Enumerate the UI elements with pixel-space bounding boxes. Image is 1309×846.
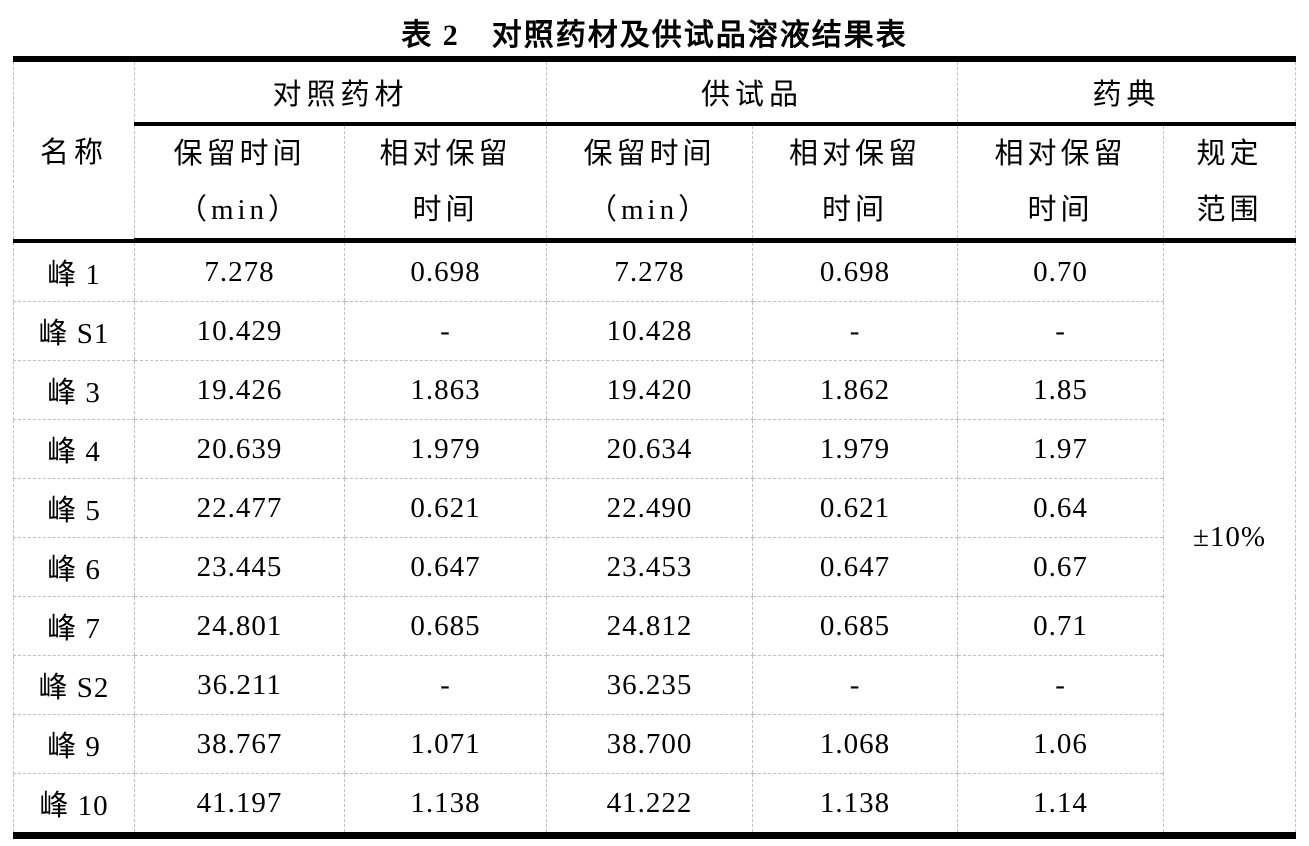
- test-relative-retention-time: -: [752, 301, 958, 361]
- header-line-1: 相对保留: [789, 138, 922, 170]
- ref-retention-time: 7.278: [134, 240, 345, 302]
- column-group-test-sample: 供试品: [546, 59, 958, 126]
- pharm-relative-retention-time: 0.64: [957, 478, 1164, 538]
- column-group-reference-material: 对照药材: [133, 59, 547, 126]
- test-retention-time: 41.222: [546, 773, 753, 836]
- ref-retention-time: 36.211: [134, 655, 345, 715]
- peak-name: 峰 5: [13, 478, 135, 538]
- peak-name: 峰 7: [13, 596, 135, 656]
- test-retention-time: 24.812: [546, 596, 753, 656]
- ref-retention-time: 41.197: [134, 773, 345, 836]
- column-header-pharm-relative-retention-time: 相对保留 时间: [957, 124, 1164, 243]
- ref-retention-time: 23.445: [134, 537, 345, 597]
- header-line-2: 范围: [1196, 194, 1263, 226]
- ref-retention-time: 38.767: [134, 714, 345, 774]
- pharm-relative-retention-time: 1.97: [957, 419, 1164, 479]
- table-caption: 表 2 对照药材及供试品溶液结果表: [401, 19, 908, 52]
- table-row: 峰 4 20.639 1.979 20.634 1.979 1.97: [13, 419, 1296, 479]
- header-line-1: 规定: [1196, 138, 1263, 170]
- test-retention-time: 19.420: [546, 360, 753, 420]
- peak-name: 峰 10: [13, 773, 135, 836]
- header-group-row: 名称 对照药材 供试品 药典: [13, 59, 1296, 243]
- ref-relative-retention-time: 1.138: [343, 773, 547, 836]
- table-row: 峰 5 22.477 0.621 22.490 0.621 0.64: [13, 478, 1296, 538]
- ref-relative-retention-time: 1.071: [343, 714, 547, 774]
- table-row: 峰 6 23.445 0.647 23.453 0.647 0.67: [13, 537, 1296, 597]
- column-header-test-retention-time: 保留时间 （min）: [546, 124, 753, 243]
- ref-relative-retention-time: 0.647: [343, 537, 547, 597]
- ref-retention-time: 24.801: [134, 596, 345, 656]
- table-row: 峰 9 38.767 1.071 38.700 1.068 1.06: [13, 714, 1296, 774]
- ref-relative-retention-time: 0.685: [343, 596, 547, 656]
- header-line-1: 相对保留: [994, 138, 1127, 170]
- peak-name: 峰 S1: [13, 301, 135, 361]
- table-row: 峰 7 24.801 0.685 24.812 0.685 0.71: [13, 596, 1296, 656]
- pharm-relative-retention-time: -: [957, 655, 1164, 715]
- table-row: 峰 3 19.426 1.863 19.420 1.862 1.85: [13, 360, 1296, 420]
- test-relative-retention-time: 1.979: [752, 419, 958, 479]
- test-relative-retention-time: 1.138: [752, 773, 958, 836]
- test-relative-retention-time: 0.698: [752, 240, 958, 302]
- test-retention-time: 36.235: [546, 655, 753, 715]
- header-line-1: 保留时间: [173, 138, 306, 170]
- column-group-pharmacopoeia: 药典: [957, 59, 1296, 126]
- ref-relative-retention-time: -: [343, 301, 547, 361]
- results-table: 名称 对照药材 供试品 药典 保留时间 （min） 相对保留 时间 保留时间 （…: [13, 56, 1297, 839]
- header-line-2: （min）: [587, 194, 712, 226]
- header-line-2: 时间: [1027, 194, 1094, 226]
- peak-name: 峰 S2: [13, 655, 135, 715]
- column-header-name: 名称: [13, 59, 135, 243]
- ref-retention-time: 19.426: [134, 360, 345, 420]
- test-relative-retention-time: 0.685: [752, 596, 958, 656]
- table-row: 峰 10 41.197 1.138 41.222 1.138 1.14: [13, 773, 1296, 836]
- ref-relative-retention-time: 1.979: [343, 419, 547, 479]
- ref-retention-time: 20.639: [134, 419, 345, 479]
- test-retention-time: 22.490: [546, 478, 753, 538]
- pharm-relative-retention-time: 1.85: [957, 360, 1164, 420]
- header-line-1: 保留时间: [583, 138, 716, 170]
- column-header-specified-range: 规定 范围: [1163, 124, 1296, 243]
- ref-relative-retention-time: 1.863: [343, 360, 547, 420]
- header-line-2: （min）: [177, 194, 302, 226]
- pharm-relative-retention-time: -: [957, 301, 1164, 361]
- header-sub-row: 保留时间 （min） 相对保留 时间 保留时间 （min） 相对保留 时间 相对…: [14, 124, 1296, 243]
- column-header-ref-retention-time: 保留时间 （min）: [134, 124, 345, 243]
- peak-name: 峰 9: [13, 714, 135, 774]
- test-retention-time: 10.428: [546, 301, 753, 361]
- table-row: 峰 S1 10.429 - 10.428 - -: [13, 301, 1296, 361]
- ref-relative-retention-time: -: [343, 655, 547, 715]
- ref-relative-retention-time: 0.621: [343, 478, 547, 538]
- pharm-relative-retention-time: 0.70: [957, 240, 1164, 302]
- table-row: 峰 S2 36.211 - 36.235 - -: [13, 655, 1296, 715]
- test-relative-retention-time: 1.862: [752, 360, 958, 420]
- test-retention-time: 38.700: [546, 714, 753, 774]
- test-relative-retention-time: 0.647: [752, 537, 958, 597]
- ref-retention-time: 10.429: [134, 301, 345, 361]
- pharm-relative-retention-time: 1.14: [957, 773, 1164, 836]
- ref-relative-retention-time: 0.698: [343, 240, 547, 302]
- tolerance-range-cell: ±10%: [1163, 240, 1296, 836]
- header-line-2: 时间: [412, 194, 479, 226]
- test-relative-retention-time: 0.621: [752, 478, 958, 538]
- column-header-test-relative-retention-time: 相对保留 时间: [752, 124, 958, 243]
- test-relative-retention-time: 1.068: [752, 714, 958, 774]
- test-retention-time: 20.634: [546, 419, 753, 479]
- table-row: 峰 1 7.278 0.698 7.278 0.698 0.70 ±10%: [13, 240, 1296, 836]
- header-line-2: 时间: [822, 194, 889, 226]
- test-retention-time: 23.453: [546, 537, 753, 597]
- pharm-relative-retention-time: 0.67: [957, 537, 1164, 597]
- test-retention-time: 7.278: [546, 240, 753, 302]
- test-relative-retention-time: -: [752, 655, 958, 715]
- header-line-1: 相对保留: [379, 138, 512, 170]
- pharm-relative-retention-time: 1.06: [957, 714, 1164, 774]
- peak-name: 峰 3: [13, 360, 135, 420]
- pharm-relative-retention-time: 0.71: [957, 596, 1164, 656]
- ref-retention-time: 22.477: [134, 478, 345, 538]
- column-header-ref-relative-retention-time: 相对保留 时间: [343, 124, 547, 243]
- peak-name: 峰 1: [13, 240, 135, 302]
- peak-name: 峰 4: [13, 419, 135, 479]
- peak-name: 峰 6: [13, 537, 135, 597]
